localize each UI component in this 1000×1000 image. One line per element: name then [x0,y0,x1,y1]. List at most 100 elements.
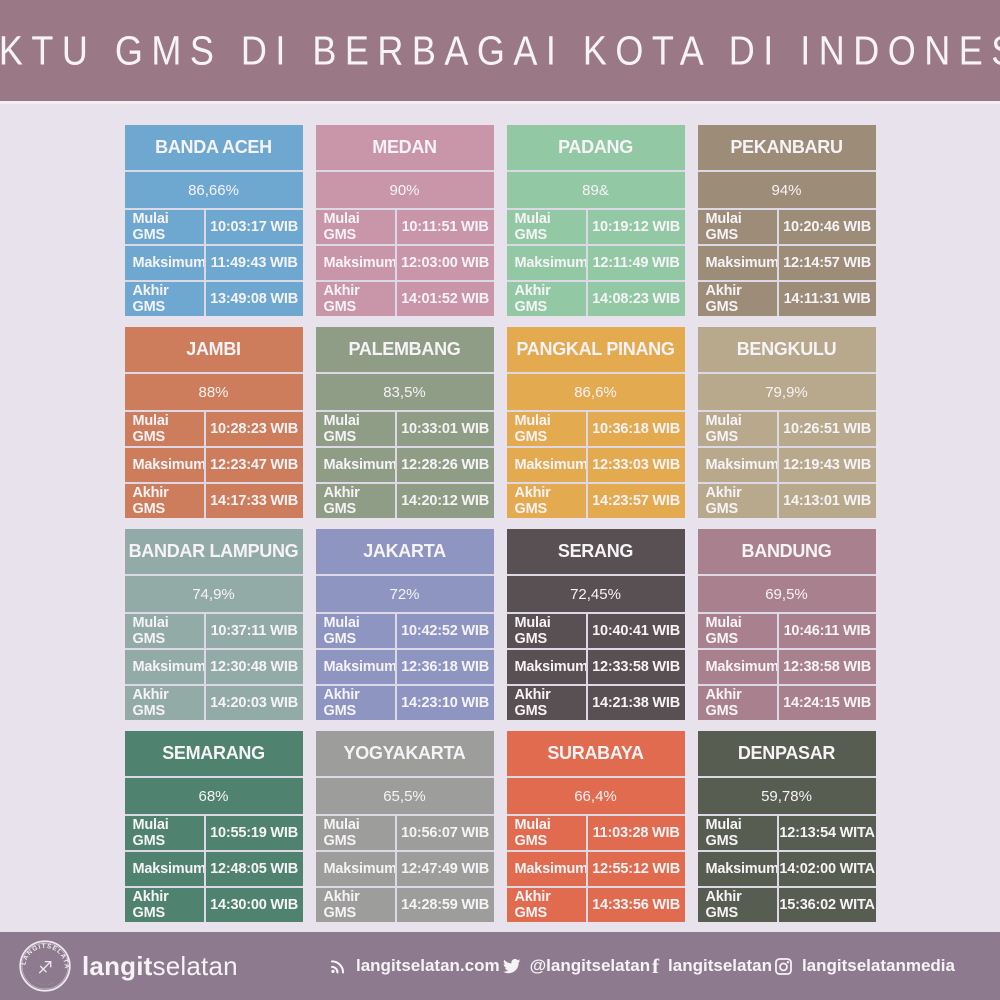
gms-end-label: Akhir GMS [323,485,360,517]
obscuration-percentage: 74,9% [124,574,303,612]
sagittarius-centaur-icon: ♐ [37,959,52,978]
gms-start-row: Mulai GMS 10:19:12 WIB [506,208,685,244]
gms-max-row: Maksimum 12:30:48 WIB [124,648,303,684]
gms-end-label: Akhir GMS [323,889,360,921]
twitter-link[interactable]: @langitselatan [502,956,650,976]
city-name: PALEMBANG [348,339,461,359]
obscuration-percentage: 79,9% [697,372,876,410]
gms-max-time: 12:36:18 WIB [394,650,494,684]
gms-max-time: 12:47:49 WIB [394,852,494,886]
facebook-handle: langitselatan [668,956,772,975]
gms-start-label: Mulai GMS [514,615,551,647]
gms-start-time: 10:20:46 WIB [776,210,876,244]
gms-end-time: 14:20:12 WIB [394,484,494,518]
gms-max-row: Maksimum 12:55:12 WIB [506,850,685,886]
gms-max-time: 11:49:43 WIB [203,246,303,280]
instagram-link[interactable]: langitselatanmedia [774,956,955,976]
gms-start-label: Mulai GMS [132,817,169,849]
gms-end-time: 14:20:03 WIB [203,686,303,720]
gms-max-row: Maksimum 12:38:58 WIB [697,648,876,684]
gms-max-label: Maksimum [705,861,780,877]
brand-wordmark: langitselatan [82,951,238,982]
gms-end-label: Akhir GMS [323,283,360,315]
gms-max-row: Maksimum 11:49:43 WIB [124,244,303,280]
city-card: YOGYAKARTA 65,5% Mulai GMS 10:56:07 WIB … [315,731,494,922]
city-name: BANDUNG [741,541,832,561]
obscuration-percentage: 86,6% [506,372,685,410]
facebook-link[interactable]: f langitselatan [652,954,772,979]
gms-end-label: Akhir GMS [132,889,169,921]
gms-max-time: 12:48:05 WIB [203,852,303,886]
gms-max-label: Maksimum [132,659,207,675]
gms-end-row: Akhir GMS 14:20:12 WIB [315,482,494,518]
gms-start-time: 12:13:54 WITA [776,816,876,850]
gms-start-time: 10:55:19 WIB [203,816,303,850]
gms-start-row: Mulai GMS 10:20:46 WIB [697,208,876,244]
obscuration-percentage: 66,4% [506,776,685,814]
city-card: BENGKULU 79,9% Mulai GMS 10:26:51 WIB Ma… [697,327,876,518]
gms-start-row: Mulai GMS 10:28:23 WIB [124,410,303,446]
obscuration-percentage: 83,5% [315,372,494,410]
gms-end-time: 14:33:56 WIB [585,888,685,922]
gms-start-label: Mulai GMS [514,211,551,243]
gms-max-time: 12:55:12 WIB [585,852,685,886]
gms-start-label: Mulai GMS [705,211,742,243]
gms-end-time: 14:13:01 WIB [776,484,876,518]
city-card: DENPASAR 59,78% Mulai GMS 12:13:54 WITA … [697,731,876,922]
gms-start-time: 10:42:52 WIB [394,614,494,648]
city-name: MEDAN [372,137,437,157]
gms-start-label: Mulai GMS [705,413,742,445]
gms-end-row: Akhir GMS 14:28:59 WIB [315,886,494,922]
obscuration-percentage: 59,78% [697,776,876,814]
city-name: PADANG [558,137,633,157]
gms-end-label: Akhir GMS [705,889,742,921]
gms-start-time: 10:19:12 WIB [585,210,685,244]
obscuration-percentage: 69,5% [697,574,876,612]
gms-start-label: Mulai GMS [323,615,360,647]
gms-end-row: Akhir GMS 14:30:00 WIB [124,886,303,922]
gms-end-label: Akhir GMS [323,687,360,719]
obscuration-percentage: 88% [124,372,303,410]
gms-end-time: 14:17:33 WIB [203,484,303,518]
gms-start-row: Mulai GMS 10:42:52 WIB [315,612,494,648]
brand-block: LANGITSELATAN · · · · · · · · · · ♐ lang… [18,939,258,993]
gms-start-row: Mulai GMS 10:37:11 WIB [124,612,303,648]
gms-end-label: Akhir GMS [514,283,551,315]
gms-end-time: 14:01:52 WIB [394,282,494,316]
rss-icon [330,959,345,973]
gms-max-time: 12:33:58 WIB [585,650,685,684]
gms-end-label: Akhir GMS [132,283,169,315]
gms-max-time: 12:14:57 WIB [776,246,876,280]
gms-end-row: Akhir GMS 14:08:23 WIB [506,280,685,316]
city-card: SEMARANG 68% Mulai GMS 10:55:19 WIB Maks… [124,731,303,922]
gms-start-row: Mulai GMS 10:55:19 WIB [124,814,303,850]
gms-end-time: 14:21:38 WIB [585,686,685,720]
gms-end-row: Akhir GMS 14:11:31 WIB [697,280,876,316]
city-name: SERANG [557,541,634,561]
gms-end-time: 14:30:00 WIB [203,888,303,922]
gms-end-label: Akhir GMS [514,889,551,921]
obscuration-percentage: 86,66% [124,170,303,208]
twitter-icon [502,958,521,973]
gms-end-time: 13:49:08 WIB [203,282,303,316]
gms-max-label: Maksimum [514,255,589,271]
obscuration-percentage: 68% [124,776,303,814]
page-title: WAKTU GMS DI BERBAGAI KOTA DI INDONESIA [0,26,1000,73]
gms-max-label: Maksimum [705,255,780,271]
gms-end-time: 14:23:57 WIB [585,484,685,518]
website-link[interactable]: langitselatan.com [328,956,500,976]
gms-max-label: Maksimum [514,457,589,473]
gms-max-row: Maksimum 12:47:49 WIB [315,850,494,886]
city-card: MEDAN 90% Mulai GMS 10:11:51 WIB Maksimu… [315,125,494,316]
gms-start-time: 10:40:41 WIB [585,614,685,648]
gms-max-label: Maksimum [323,861,398,877]
gms-start-row: Mulai GMS 10:26:51 WIB [697,410,876,446]
city-name: JAMBI [186,339,241,359]
city-name: DENPASAR [737,743,836,763]
gms-start-row: Mulai GMS 12:13:54 WITA [697,814,876,850]
gms-end-row: Akhir GMS 14:33:56 WIB [506,886,685,922]
gms-max-row: Maksimum 12:36:18 WIB [315,648,494,684]
langitselatan-logo-stamp: LANGITSELATAN · · · · · · · · · · ♐ [18,939,71,992]
gms-end-row: Akhir GMS 13:49:08 WIB [124,280,303,316]
